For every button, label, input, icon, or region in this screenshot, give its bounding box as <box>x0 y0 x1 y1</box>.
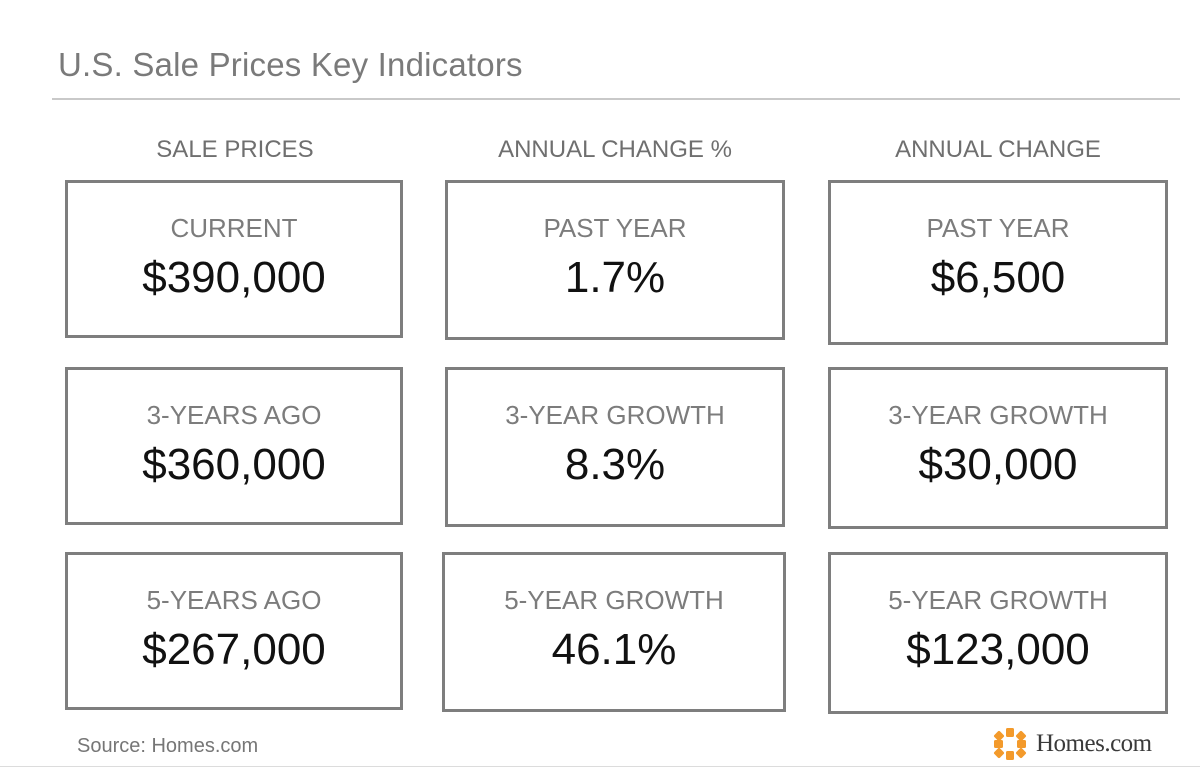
bottom-border <box>0 766 1200 767</box>
card-value: $6,500 <box>930 253 1066 302</box>
card-value: 8.3% <box>564 440 666 489</box>
indicator-card-3-year-growth-change: 3-YEAR GROWTH $30,000 <box>828 367 1168 529</box>
card-value: $360,000 <box>142 440 326 489</box>
card-value: 46.1% <box>551 625 677 674</box>
source-note: Source: Homes.com <box>77 735 259 757</box>
card-label: 5-YEARS AGO <box>146 585 322 615</box>
title-divider <box>52 98 1180 100</box>
indicator-card-5-year-growth-percent: 5-YEAR GROWTH 46.1% <box>442 552 786 712</box>
card-label: 3-YEARS AGO <box>146 400 322 430</box>
column-header-annual-change-percent: ANNUAL CHANGE % <box>498 136 732 163</box>
logo-wordmark: Homes.com <box>1036 730 1152 757</box>
card-value: $123,000 <box>906 625 1090 674</box>
homes-com-logo-icon <box>993 728 1027 760</box>
indicator-card-current: CURRENT $390,000 <box>65 180 403 338</box>
page-title: U.S. Sale Prices Key Indicators <box>58 46 523 83</box>
card-value: $30,000 <box>918 440 1078 489</box>
card-label: 3-YEAR GROWTH <box>505 400 725 430</box>
indicator-card-past-year-change: PAST YEAR $6,500 <box>828 180 1168 345</box>
indicator-card-5-years-ago: 5-YEARS AGO $267,000 <box>65 552 403 710</box>
card-label: PAST YEAR <box>543 213 687 243</box>
card-label: CURRENT <box>170 213 298 243</box>
indicator-card-5-year-growth-change: 5-YEAR GROWTH $123,000 <box>828 552 1168 714</box>
indicator-card-3-years-ago: 3-YEARS AGO $360,000 <box>65 367 403 525</box>
indicator-card-3-year-growth-percent: 3-YEAR GROWTH 8.3% <box>445 367 785 527</box>
card-label: 5-YEAR GROWTH <box>888 585 1108 615</box>
card-value: $390,000 <box>142 253 326 302</box>
card-value: 1.7% <box>564 253 666 302</box>
column-header-sale-prices: SALE PRICES <box>156 136 314 163</box>
column-header-annual-change: ANNUAL CHANGE <box>895 136 1101 163</box>
card-label: 3-YEAR GROWTH <box>888 400 1108 430</box>
card-label: PAST YEAR <box>926 213 1070 243</box>
card-value: $267,000 <box>142 625 326 674</box>
homes-com-logo: Homes.com <box>992 724 1152 764</box>
indicator-card-past-year-percent: PAST YEAR 1.7% <box>445 180 785 340</box>
card-label: 5-YEAR GROWTH <box>504 585 724 615</box>
